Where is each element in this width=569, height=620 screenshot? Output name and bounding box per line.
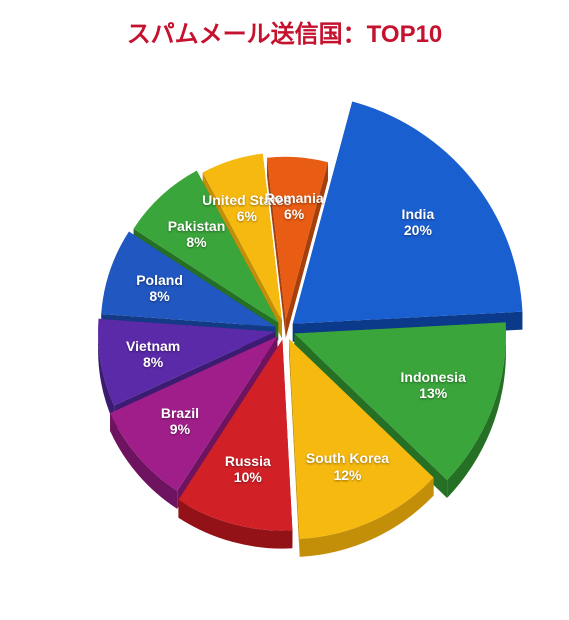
slice-label-pct: 8% xyxy=(136,288,183,304)
slice-label-pct: 8% xyxy=(126,354,180,370)
slice-label-pct: 12% xyxy=(306,466,389,482)
pie-chart xyxy=(0,0,569,620)
slice-label-name: India xyxy=(402,206,435,222)
slice-label-pct: 6% xyxy=(265,206,324,222)
slice-label-pct: 9% xyxy=(161,421,199,437)
slice-label-indonesia: Indonesia13% xyxy=(401,369,466,401)
slice-label-name: Romania xyxy=(265,190,324,206)
slice-label-pct: 8% xyxy=(168,234,226,250)
slice-label-russia: Russia10% xyxy=(225,453,271,485)
slice-label-poland: Poland8% xyxy=(136,272,183,304)
slice-label-name: Brazil xyxy=(161,405,199,421)
slice-label-name: South Korea xyxy=(306,450,389,466)
slice-label-pct: 10% xyxy=(225,469,271,485)
slice-label-name: Indonesia xyxy=(401,369,466,385)
slice-label-name: Vietnam xyxy=(126,338,180,354)
slice-label-name: Russia xyxy=(225,453,271,469)
slice-label-pct: 13% xyxy=(401,385,466,401)
slice-label-brazil: Brazil9% xyxy=(161,405,199,437)
slice-label-south-korea: South Korea12% xyxy=(306,450,389,482)
slice-label-name: Poland xyxy=(136,272,183,288)
slice-label-romania: Romania6% xyxy=(265,190,324,222)
slice-label-india: India20% xyxy=(402,206,435,238)
slice-label-pct: 20% xyxy=(402,222,435,238)
slice-label-vietnam: Vietnam8% xyxy=(126,338,180,370)
chart-container: スパムメール送信国：TOP10 India20%Indonesia13%Sout… xyxy=(0,0,569,620)
